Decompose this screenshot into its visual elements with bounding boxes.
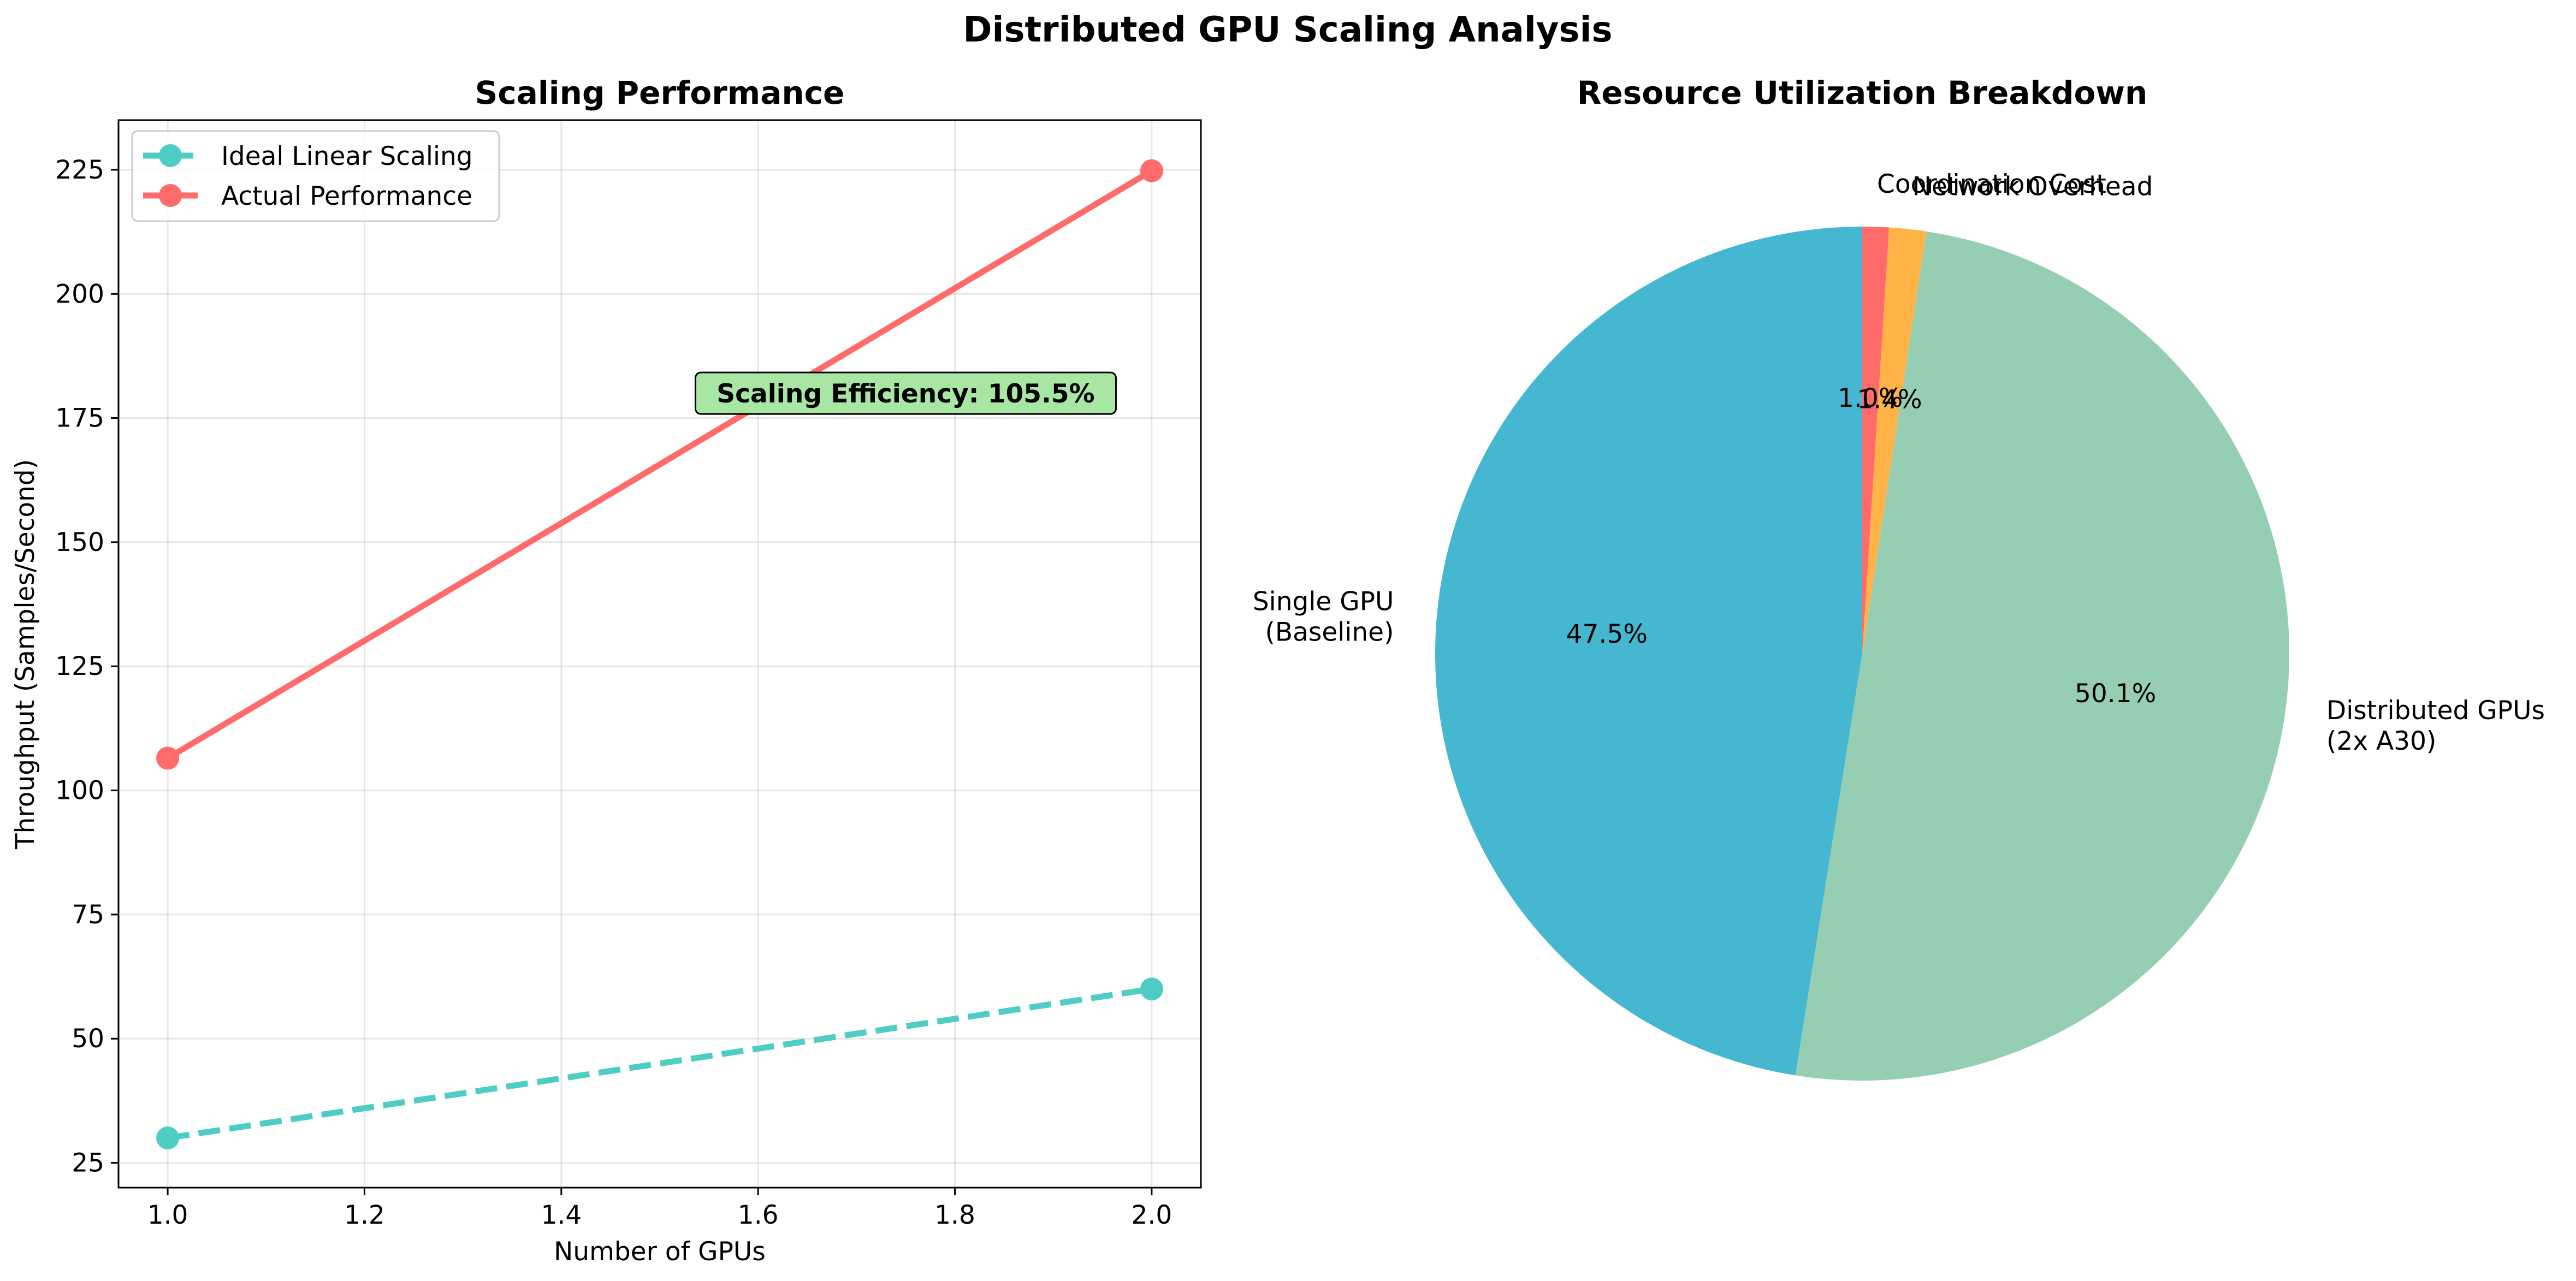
y-axis-label: Throughput (Samples/Second) bbox=[10, 459, 40, 850]
pie-label-line: (2x A30) bbox=[2326, 726, 2436, 756]
legend-ideal-label: Ideal Linear Scaling bbox=[221, 141, 473, 171]
line-chart-frame bbox=[117, 119, 1202, 1189]
pie-label-line: Distributed GPUs bbox=[2326, 696, 2545, 726]
scaling-performance-chart: Scaling Performance 1.0 1.2 1.4 1.6 1.8 2.0 25… bbox=[10, 74, 1202, 1267]
series-line-ideal-linear-scaling bbox=[167, 986, 1152, 1141]
legend-actual-label: Actual Performance bbox=[221, 181, 472, 211]
legend-frame bbox=[131, 130, 500, 222]
pie-label-line: Single GPU bbox=[1253, 587, 1394, 617]
y-tick-label: 125 bbox=[55, 651, 104, 681]
pie-chart-title: Resource Utilization Breakdown bbox=[1577, 74, 2148, 111]
y-tick-label: 225 bbox=[55, 155, 104, 185]
line-chart-legend: Ideal Linear Scaling Actual Performance bbox=[131, 130, 500, 222]
pie-category-label-network-overhead: Network Overhead bbox=[1912, 172, 2153, 202]
pie-category-label-single-gpu-baseline: Single GPU (Baseline) bbox=[1253, 587, 1394, 648]
data-point-ideal-linear-scaling bbox=[156, 1126, 180, 1150]
x-tick-label: 1.0 bbox=[147, 1200, 188, 1230]
x-tick-label: 1.8 bbox=[934, 1200, 975, 1230]
x-axis-label: Number of GPUs bbox=[554, 1237, 766, 1267]
pie-slice-distributed-gpus-2x-a30 bbox=[1795, 231, 2289, 1081]
annotation-text: Scaling Efficiency: 105.5% bbox=[716, 379, 1094, 409]
data-point-actual-performance bbox=[156, 746, 180, 770]
pie-slice-coordination-cost bbox=[1862, 227, 1890, 654]
pie-percent-label: 1.4% bbox=[1857, 384, 1922, 414]
pie-category-label-coordination-cost: Coordination Cost bbox=[1877, 169, 2106, 199]
resource-utilization-chart: Resource Utilization Breakdown 47.5% Sing… bbox=[1253, 74, 2545, 1081]
pie-slices bbox=[1435, 227, 2289, 1081]
x-tick-label: 2.0 bbox=[1132, 1200, 1172, 1230]
x-tick-label: 1.6 bbox=[738, 1200, 779, 1230]
legend-actual-marker bbox=[159, 184, 182, 207]
pie-label-line: Coordination Cost bbox=[1877, 169, 2106, 199]
pie-labels: 47.5% Single GPU (Baseline) 50.1% Distribute… bbox=[1253, 169, 2545, 756]
pie-percent-label: 47.5% bbox=[1566, 619, 1648, 649]
pie-percent-label: 1.0% bbox=[1838, 383, 1903, 413]
annotation-box bbox=[694, 371, 1117, 415]
pie-slice-single-gpu-baseline bbox=[1435, 227, 1862, 1076]
pie-percent-label: 50.1% bbox=[2075, 679, 2156, 709]
y-tick-label: 100 bbox=[55, 776, 104, 806]
line-chart-series bbox=[156, 159, 1163, 1150]
y-tick-label: 25 bbox=[72, 1148, 104, 1178]
pie-label-line: Network Overhead bbox=[1912, 172, 2153, 202]
legend-ideal-marker bbox=[159, 144, 182, 167]
pie-category-label-distributed-gpus-2x-a30: Distributed GPUs (2x A30) bbox=[2326, 696, 2545, 756]
y-tick-label: 150 bbox=[55, 527, 104, 558]
y-tick-label: 200 bbox=[55, 279, 104, 309]
series-line-actual-performance bbox=[166, 168, 1153, 761]
line-chart-grid bbox=[119, 120, 1201, 1188]
y-tick-label: 75 bbox=[72, 900, 104, 930]
y-tick-label: 50 bbox=[72, 1024, 104, 1054]
pie-label-line: (Baseline) bbox=[1265, 618, 1394, 648]
scaling-efficiency-annotation: Scaling Efficiency: 105.5% bbox=[694, 371, 1117, 415]
y-tick-label: 175 bbox=[55, 404, 104, 434]
line-chart-ticks: 1.0 1.2 1.4 1.6 1.8 2.0 25 50 75 100 125 150 175 200 2… bbox=[55, 155, 1172, 1230]
line-chart-title: Scaling Performance bbox=[475, 74, 845, 111]
pie-slice-network-overhead bbox=[1862, 227, 1927, 654]
x-tick-label: 1.2 bbox=[344, 1200, 385, 1230]
data-point-ideal-linear-scaling bbox=[1140, 977, 1163, 1001]
figure-title: Distributed GPU Scaling Analysis bbox=[963, 10, 1612, 50]
x-tick-label: 1.4 bbox=[541, 1200, 582, 1230]
data-point-actual-performance bbox=[1140, 159, 1163, 182]
